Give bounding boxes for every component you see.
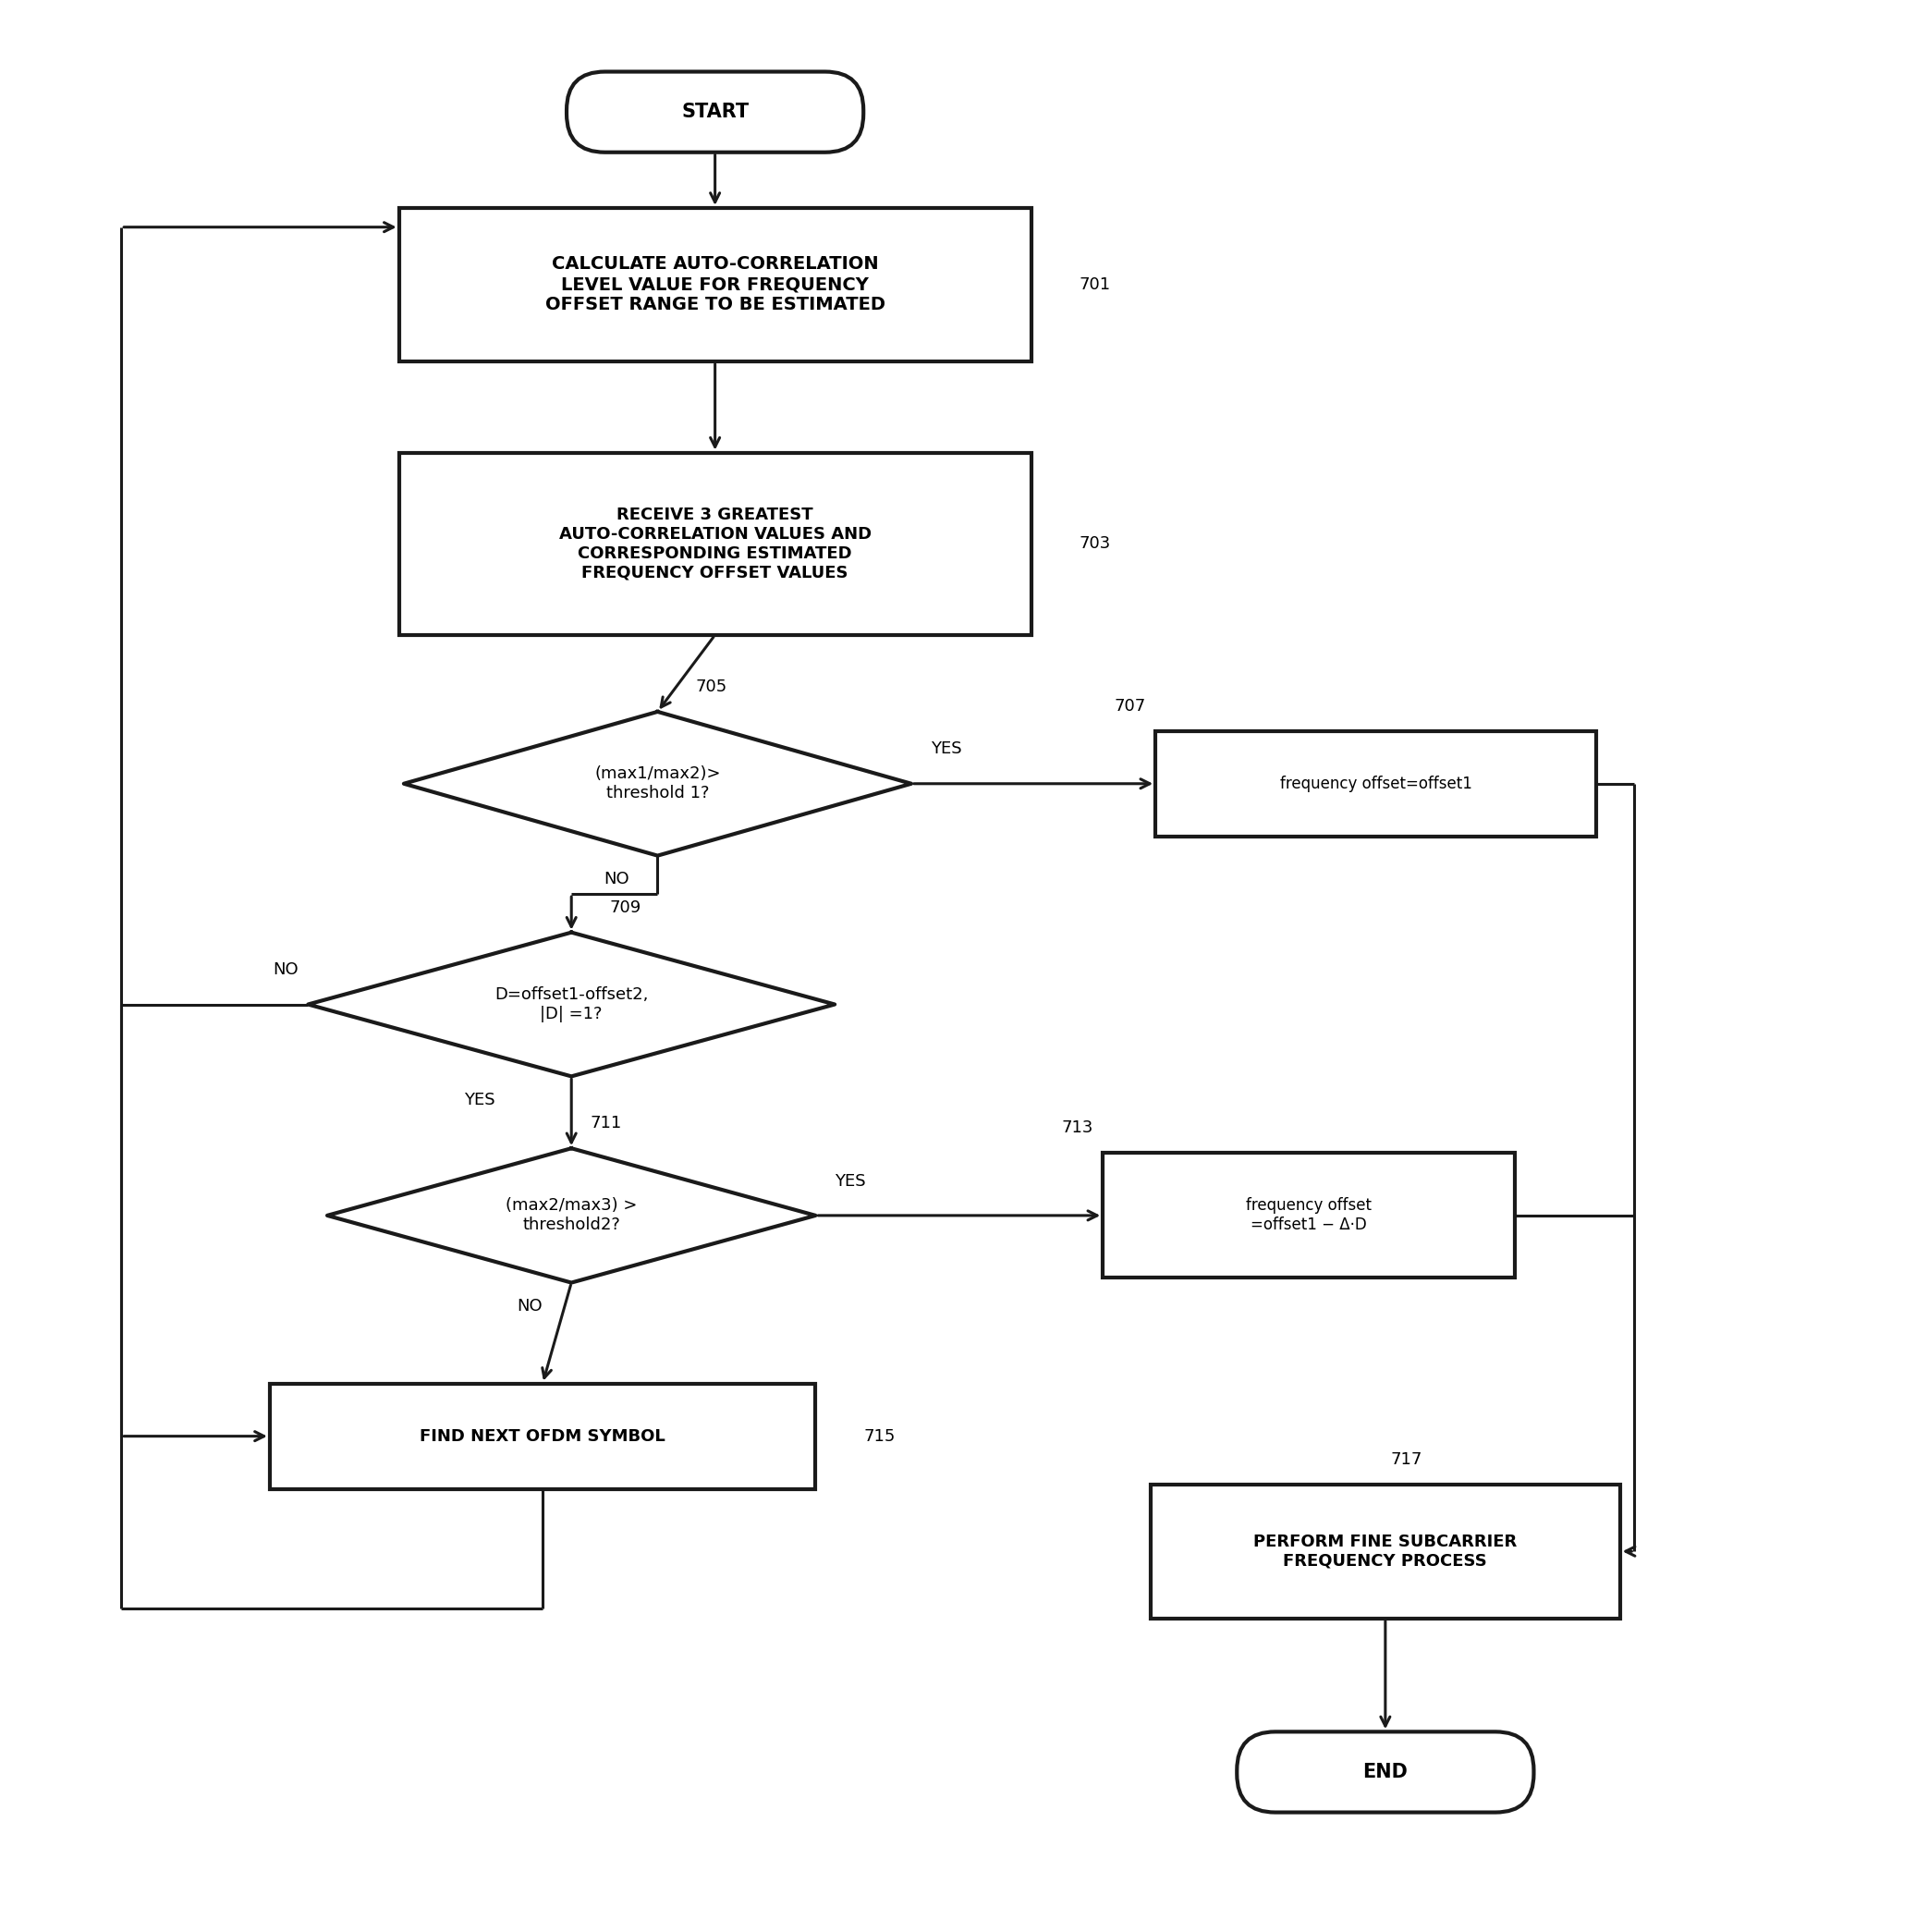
Polygon shape: [403, 711, 912, 856]
Text: PERFORM FINE SUBCARRIER
FREQUENCY PROCESS: PERFORM FINE SUBCARRIER FREQUENCY PROCES…: [1253, 1534, 1517, 1569]
Text: YES: YES: [835, 1173, 866, 1190]
Text: D=offset1-offset2,
|D| =1?: D=offset1-offset2, |D| =1?: [494, 987, 648, 1022]
Bar: [270, 1383, 816, 1490]
Bar: [399, 452, 1031, 636]
Text: 709: 709: [609, 898, 642, 916]
Bar: [1155, 730, 1596, 837]
Text: 707: 707: [1114, 697, 1145, 715]
Text: 713: 713: [1062, 1121, 1093, 1136]
Text: frequency offset
=offset1 − Δ·D: frequency offset =offset1 − Δ·D: [1245, 1198, 1371, 1233]
Text: frequency offset=offset1: frequency offset=offset1: [1280, 775, 1471, 792]
Text: 703: 703: [1080, 535, 1111, 553]
Bar: [1103, 1153, 1515, 1277]
Polygon shape: [308, 933, 835, 1076]
Text: (max2/max3) >
threshold2?: (max2/max3) > threshold2?: [505, 1198, 636, 1233]
Text: 715: 715: [864, 1428, 895, 1445]
Text: YES: YES: [465, 1092, 495, 1109]
Text: CALCULATE AUTO-CORRELATION
LEVEL VALUE FOR FREQUENCY
OFFSET RANGE TO BE ESTIMATE: CALCULATE AUTO-CORRELATION LEVEL VALUE F…: [546, 255, 885, 313]
Polygon shape: [328, 1148, 816, 1283]
Text: NO: NO: [274, 962, 299, 978]
Bar: [1151, 1484, 1620, 1619]
Text: 717: 717: [1390, 1451, 1421, 1468]
Text: YES: YES: [931, 740, 962, 757]
Text: 705: 705: [696, 678, 727, 696]
Text: FIND NEXT OFDM SYMBOL: FIND NEXT OFDM SYMBOL: [420, 1428, 665, 1445]
Text: NO: NO: [517, 1298, 542, 1314]
Text: END: END: [1363, 1762, 1407, 1781]
Text: START: START: [681, 102, 748, 122]
Text: RECEIVE 3 GREATEST
AUTO-CORRELATION VALUES AND
CORRESPONDING ESTIMATED
FREQUENCY: RECEIVE 3 GREATEST AUTO-CORRELATION VALU…: [559, 506, 871, 582]
FancyBboxPatch shape: [567, 71, 864, 153]
Text: 711: 711: [590, 1115, 623, 1132]
Bar: [399, 209, 1031, 361]
FancyBboxPatch shape: [1238, 1731, 1535, 1812]
Text: 701: 701: [1080, 276, 1111, 294]
Text: (max1/max2)>
threshold 1?: (max1/max2)> threshold 1?: [594, 765, 721, 802]
Text: NO: NO: [603, 871, 629, 887]
